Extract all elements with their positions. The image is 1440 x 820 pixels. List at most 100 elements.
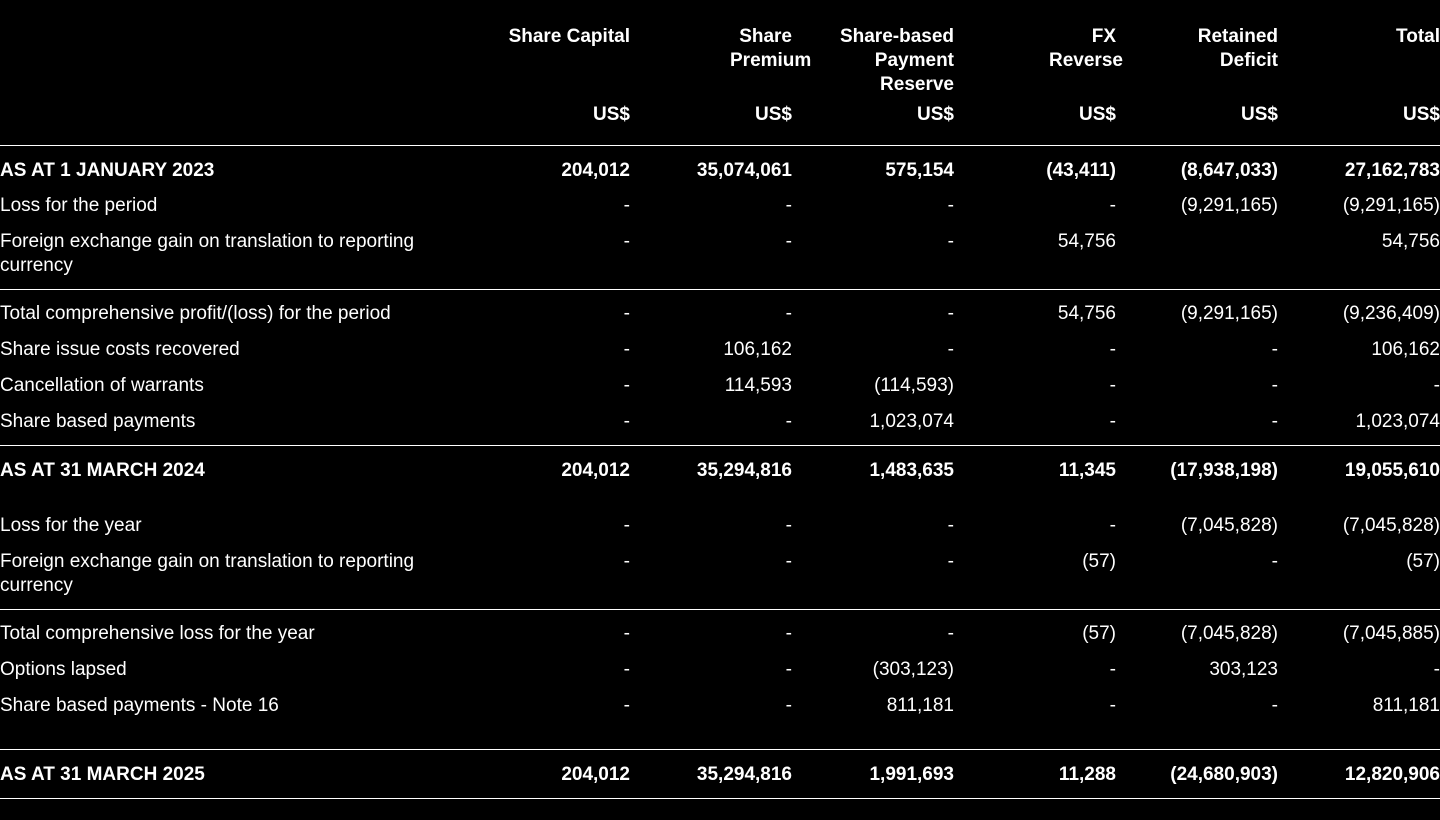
cell-retained-deficit: - <box>1271 551 1278 572</box>
cell-share-premium: 35,294,816 <box>696 764 792 785</box>
row-label: AS AT 1 JANUARY 2023 <box>0 160 215 181</box>
unit-share-premium: US$ <box>755 104 792 125</box>
cell-retained-deficit: - <box>1271 411 1278 432</box>
cell-fx-reverse: - <box>1109 195 1116 216</box>
cell-share-premium: 114,593 <box>724 375 792 396</box>
cell-fx-reverse: (43,411) <box>1046 160 1116 181</box>
col-header-share-based-payment-reserve: Share-based Payment Reserve <box>839 26 954 95</box>
cell-fx-reverse: 54,756 <box>1057 231 1116 252</box>
cell-share-based-payment-reserve: - <box>947 623 954 644</box>
row-label: AS AT 31 MARCH 2024 <box>0 460 205 481</box>
cell-share-based-payment-reserve: - <box>947 231 954 252</box>
cell-total: 54,756 <box>1381 231 1440 252</box>
cell-fx-reverse: 54,756 <box>1057 303 1116 324</box>
cell-share-premium: - <box>785 551 792 572</box>
cell-share-capital: - <box>623 515 630 536</box>
cell-share-capital: - <box>623 551 630 572</box>
cell-share-premium: 106,162 <box>723 339 792 360</box>
cell-fx-reverse: - <box>1109 411 1116 432</box>
unit-total: US$ <box>1403 104 1440 125</box>
row-label: Share based payments - Note 16 <box>0 695 279 716</box>
cell-fx-reverse: 11,288 <box>1058 764 1116 785</box>
cell-share-capital: 204,012 <box>561 460 630 481</box>
cell-share-capital: - <box>623 231 630 252</box>
divider <box>0 749 1440 750</box>
table-row: Share based payments - Note 16 - - 811,1… <box>0 682 1440 718</box>
cell-total: 811,181 <box>1372 695 1440 716</box>
unit-share-based-payment-reserve: US$ <box>917 104 954 125</box>
table-row: Options lapsed - - (303,123) - 303,123 - <box>0 646 1440 682</box>
row-label: Foreign exchange gain on translation to … <box>0 551 415 596</box>
cell-share-based-payment-reserve: (114,593) <box>874 375 954 396</box>
table-row: AS AT 31 MARCH 2025 204,012 35,294,816 1… <box>0 750 1440 787</box>
cell-retained-deficit: (9,291,165) <box>1180 303 1278 324</box>
row-label: Loss for the period <box>0 195 158 216</box>
cell-share-premium: - <box>785 659 792 680</box>
cell-fx-reverse: (57) <box>1082 551 1116 572</box>
row-label: Loss for the year <box>0 515 142 536</box>
cell-retained-deficit: - <box>1271 339 1278 360</box>
cell-total: 12,820,906 <box>1344 764 1440 785</box>
table-row: Cancellation of warrants - 114,593 (114,… <box>0 362 1440 398</box>
table-row: Loss for the year - - - - (7,045,828) (7… <box>0 483 1440 538</box>
cell-share-capital: - <box>623 623 630 644</box>
divider <box>0 609 1440 610</box>
cell-fx-reverse: - <box>1109 659 1116 680</box>
divider <box>0 145 1440 146</box>
col-header-fx-reverse: FX Reverse <box>1049 26 1123 71</box>
cell-retained-deficit: - <box>1271 695 1278 716</box>
row-label: Foreign exchange gain on translation to … <box>0 231 415 276</box>
cell-total: (9,236,409) <box>1342 303 1440 324</box>
row-label: Total comprehensive profit/(loss) for th… <box>0 303 391 324</box>
cell-total: 106,162 <box>1371 339 1440 360</box>
cell-share-capital: 204,012 <box>561 160 630 181</box>
cell-share-capital: - <box>623 339 630 360</box>
cell-share-premium: - <box>785 623 792 644</box>
table-row: AS AT 1 JANUARY 2023 204,012 35,074,061 … <box>0 146 1440 182</box>
units-blank <box>0 97 470 135</box>
cell-retained-deficit: - <box>1271 375 1278 396</box>
cell-share-based-payment-reserve: (303,123) <box>872 659 954 680</box>
cell-share-based-payment-reserve: 575,154 <box>885 160 954 181</box>
cell-share-capital: - <box>623 303 630 324</box>
cell-share-capital: - <box>623 195 630 216</box>
cell-share-based-payment-reserve: 1,483,635 <box>869 460 954 481</box>
cell-retained-deficit: (8,647,033) <box>1180 160 1278 181</box>
cell-share-based-payment-reserve: - <box>947 551 954 572</box>
cell-total: (7,045,885) <box>1342 623 1440 644</box>
unit-retained-deficit: US$ <box>1241 104 1278 125</box>
cell-share-based-payment-reserve: 1,023,074 <box>869 411 954 432</box>
cell-share-based-payment-reserve: - <box>947 195 954 216</box>
cell-fx-reverse: - <box>1109 515 1116 536</box>
cell-share-capital: - <box>623 659 630 680</box>
cell-share-capital: - <box>623 375 630 396</box>
cell-share-capital: - <box>623 695 630 716</box>
unit-fx-reverse: US$ <box>1079 104 1116 125</box>
cell-total: 19,055,610 <box>1344 460 1440 481</box>
table-row: Share based payments - - 1,023,074 - - 1… <box>0 398 1440 434</box>
table-row: Total comprehensive loss for the year - … <box>0 610 1440 646</box>
cell-share-premium: - <box>785 303 792 324</box>
cell-retained-deficit <box>1116 230 1278 278</box>
col-header-retained-deficit: Retained Deficit <box>1197 26 1278 71</box>
table-row: Total comprehensive profit/(loss) for th… <box>0 290 1440 326</box>
table-row: Share issue costs recovered - 106,162 - … <box>0 326 1440 362</box>
unit-share-capital: US$ <box>593 104 630 125</box>
cell-total: (9,291,165) <box>1342 195 1440 216</box>
cell-retained-deficit: (7,045,828) <box>1180 515 1278 536</box>
column-header-row: Share Capital Share Premium Share-based … <box>0 0 1440 97</box>
row-label: Cancellation of warrants <box>0 375 204 396</box>
cell-total: 1,023,074 <box>1355 411 1440 432</box>
row-label: Share issue costs recovered <box>0 339 240 360</box>
cell-fx-reverse: 11,345 <box>1058 460 1116 481</box>
cell-share-based-payment-reserve: - <box>947 303 954 324</box>
cell-share-based-payment-reserve: 811,181 <box>886 695 954 716</box>
cell-retained-deficit: (7,045,828) <box>1180 623 1278 644</box>
col-header-total: Total <box>1396 26 1440 47</box>
row-label: Options lapsed <box>0 659 127 680</box>
cell-share-premium: - <box>785 411 792 432</box>
cell-fx-reverse: (57) <box>1082 623 1116 644</box>
cell-share-premium: - <box>785 515 792 536</box>
cell-retained-deficit: (17,938,198) <box>1170 460 1278 481</box>
units-row: US$ US$ US$ US$ US$ US$ <box>0 97 1440 135</box>
